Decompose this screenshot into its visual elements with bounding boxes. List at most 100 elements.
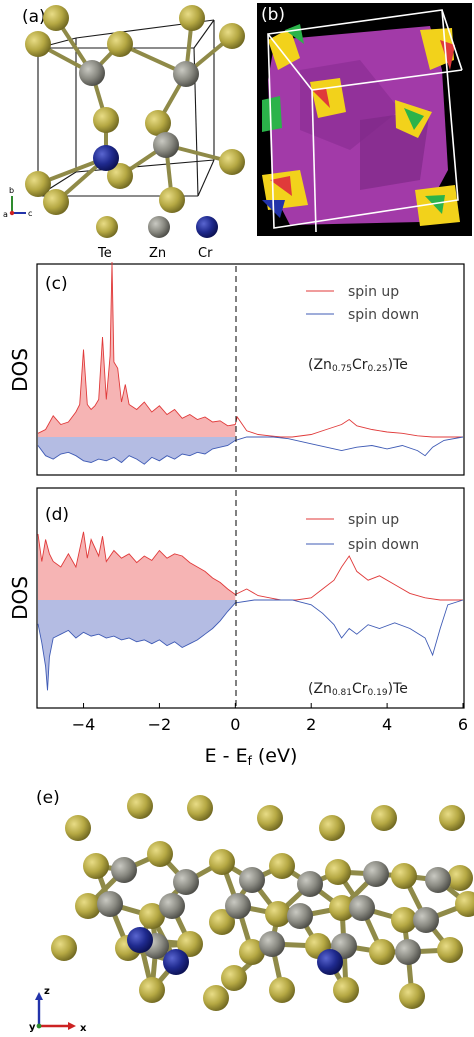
- zn-atom: [349, 895, 375, 921]
- te-atom: [391, 863, 417, 889]
- ylabel-d: DOS: [8, 576, 32, 620]
- panel-label-e: (e): [36, 788, 60, 808]
- x-tick-label: −2: [148, 715, 172, 734]
- te-atom: [159, 187, 185, 213]
- te-atom: [51, 935, 77, 961]
- te-atom: [147, 841, 173, 867]
- te-atom: [25, 31, 51, 57]
- zn-atom: [413, 907, 439, 933]
- te-atom: [391, 907, 417, 933]
- legend-d-down-label: spin down: [348, 537, 419, 553]
- te-atom: [209, 909, 235, 935]
- te-atom: [107, 163, 133, 189]
- pocket-bottom-left-red: [270, 176, 292, 196]
- te-atom: [455, 891, 474, 917]
- te-atom: [439, 805, 465, 831]
- plot-frame-c: [36, 263, 465, 476]
- cr-atom: [93, 145, 119, 171]
- axis-a-label: a: [3, 210, 8, 219]
- legend-cr-ball: [196, 216, 218, 238]
- te-atom: [257, 805, 283, 831]
- te-atom: [329, 895, 355, 921]
- axes-indicator-a: b a c: [3, 186, 32, 219]
- te-atom: [221, 965, 247, 991]
- zn-atom: [287, 903, 313, 929]
- dos-curves-c: [37, 261, 464, 465]
- legend-c-down-label: spin down: [348, 307, 419, 323]
- axis-z-head: [35, 992, 43, 1000]
- te-atom: [209, 849, 235, 875]
- composition-d: (Zn0.81Cr0.19)Te: [308, 681, 408, 698]
- spin-up-fill: [38, 531, 236, 600]
- legend-zn-ball: [148, 216, 170, 238]
- spin-up-curve: [37, 261, 463, 438]
- panel-d-dos: (d) DOS spin up spin down (Zn0.81Cr0.19)…: [8, 487, 468, 768]
- brillouin-box-edges: [267, 9, 463, 233]
- legend-te-label: Te: [97, 246, 112, 261]
- panel-e-supercell: (e) z y x: [29, 788, 474, 1034]
- te-atom: [203, 985, 229, 1011]
- zn-atom: [363, 861, 389, 887]
- unit-cell-bonds: [37, 16, 234, 204]
- zn-atom: [159, 893, 185, 919]
- zn-atom: [79, 60, 105, 86]
- te-atom: [219, 149, 245, 175]
- te-atom: [43, 189, 69, 215]
- panel-c-dos: (c) DOS spin up spin down (Zn0.75Cr0.25)…: [8, 261, 465, 476]
- te-atom: [325, 859, 351, 885]
- composition-c: (Zn0.75Cr0.25)Te: [308, 357, 408, 374]
- te-atom: [65, 815, 91, 841]
- xlabel-d: E - Ef (eV): [205, 745, 298, 768]
- ylabel-c: DOS: [8, 348, 32, 392]
- x-tick-label: −4: [72, 715, 96, 734]
- te-atom: [265, 901, 291, 927]
- te-atom: [187, 795, 213, 821]
- zn-atom: [173, 869, 199, 895]
- pocket-top-right-red: [440, 40, 455, 70]
- pocket-left-green: [262, 96, 282, 132]
- zn-atom: [239, 867, 265, 893]
- te-atom: [269, 853, 295, 879]
- panel-label-a: (a): [22, 7, 46, 27]
- zn-atom: [153, 132, 179, 158]
- axis-y-label: y: [29, 1022, 36, 1033]
- te-atom: [369, 939, 395, 965]
- x-tick-label: 4: [382, 715, 392, 734]
- legend-d-up-label: spin up: [348, 512, 399, 528]
- panel-label-c: (c): [45, 274, 68, 294]
- axis-x-head: [68, 1022, 76, 1030]
- legend-zn-label: Zn: [149, 246, 166, 261]
- cr-atom: [317, 949, 343, 975]
- legend-te-ball: [96, 216, 118, 238]
- axis-a-dot: [9, 210, 15, 216]
- cr-atom: [127, 927, 153, 953]
- zn-atom: [111, 857, 137, 883]
- te-atom: [269, 977, 295, 1003]
- te-atom: [139, 977, 165, 1003]
- pocket-top-left: [268, 28, 300, 70]
- te-atom: [25, 171, 51, 197]
- te-atom: [43, 5, 69, 31]
- spin-down-curve: [37, 599, 464, 691]
- te-atom: [75, 893, 101, 919]
- axes-indicator-e: z y x: [29, 986, 87, 1034]
- te-atom: [437, 937, 463, 963]
- cell-edge: [193, 19, 215, 49]
- atom-legend: Te Zn Cr: [96, 216, 218, 261]
- supercell-atoms: [51, 793, 474, 1011]
- legend-cr-label: Cr: [198, 246, 213, 261]
- te-atom: [239, 939, 265, 965]
- zn-atom: [297, 871, 323, 897]
- te-atom: [83, 853, 109, 879]
- zn-atom: [97, 891, 123, 917]
- pocket-right-green: [404, 108, 424, 130]
- x-ticks-d: −4 −2 0 2 4 6: [72, 703, 468, 734]
- cr-atom: [163, 949, 189, 975]
- axis-x-label: x: [80, 1023, 87, 1034]
- panel-label-b: (b): [261, 5, 285, 25]
- te-atom: [447, 865, 473, 891]
- pocket-center-red: [312, 88, 330, 108]
- pocket-bottom-right-green: [425, 195, 445, 214]
- te-atom: [319, 815, 345, 841]
